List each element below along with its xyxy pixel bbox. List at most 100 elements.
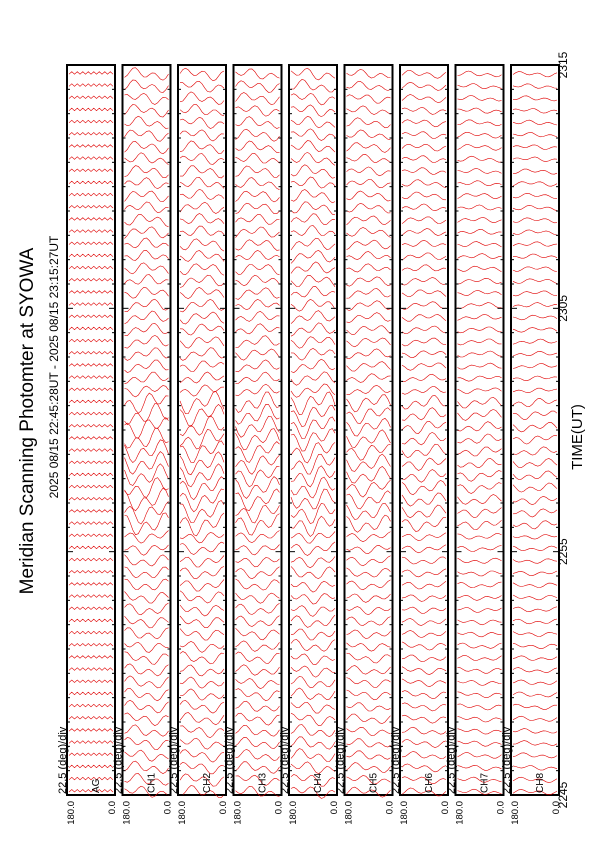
scan-trace <box>68 460 114 464</box>
scan-trace <box>457 326 502 334</box>
scan-trace <box>179 604 225 617</box>
scan-trace <box>179 201 225 214</box>
scan-trace <box>512 655 558 661</box>
scan-trace <box>68 132 114 136</box>
scan-trace <box>124 785 169 798</box>
scan-trace <box>290 531 336 544</box>
scan-trace <box>457 570 502 577</box>
scan-trace <box>512 715 558 722</box>
scan-trace <box>290 115 336 129</box>
scan-trace <box>457 607 502 613</box>
scan-trace <box>179 532 225 544</box>
scan-trace <box>290 593 336 605</box>
scan-trace <box>346 606 391 616</box>
scan-trace <box>346 567 391 578</box>
scan-trace <box>346 239 391 250</box>
panel-traces <box>290 67 336 799</box>
scan-trace <box>235 226 280 238</box>
scan-trace <box>68 156 114 160</box>
scan-trace <box>401 469 447 483</box>
scan-trace <box>401 532 447 542</box>
scan-trace <box>290 128 336 141</box>
scan-trace <box>179 773 225 787</box>
scan-trace <box>179 488 225 513</box>
scan-trace <box>512 192 558 199</box>
scan-trace <box>346 251 391 260</box>
scan-trace <box>68 241 114 245</box>
scan-trace <box>68 764 114 769</box>
panel-ybottom-label: 0.0 <box>274 801 285 814</box>
scan-trace <box>235 530 280 544</box>
scan-trace <box>457 642 502 649</box>
scan-trace <box>457 119 502 127</box>
panel-ch5: 180.0 0.0 CH5 22.5 (deg)/div <box>335 64 396 825</box>
x-tick-label-2315: 2315 <box>556 51 570 78</box>
scan-trace <box>68 606 114 610</box>
scan-trace <box>179 116 225 129</box>
scan-trace <box>457 776 502 783</box>
scan-trace <box>346 665 391 675</box>
scan-trace <box>290 104 336 118</box>
scan-trace <box>401 457 447 471</box>
scan-trace <box>235 415 280 438</box>
scan-trace <box>512 606 558 613</box>
scan-trace <box>179 360 225 372</box>
scan-trace <box>512 327 558 333</box>
panel-traces <box>401 69 447 797</box>
scan-trace <box>68 484 114 489</box>
scan-trace <box>346 479 391 498</box>
scan-trace <box>68 375 114 379</box>
panel-frame <box>232 64 283 796</box>
scan-trace <box>346 69 391 79</box>
panel-ticks <box>511 64 559 796</box>
scan-trace <box>512 631 558 637</box>
scan-trace <box>290 322 336 337</box>
scan-trace <box>235 640 280 652</box>
panel-ybottom-label: 0.0 <box>385 801 396 814</box>
scan-trace <box>290 687 336 701</box>
scan-trace <box>457 350 502 358</box>
panel-ch1: 180.0 0.0 CH1 22.5 (deg)/div <box>113 64 174 825</box>
scan-trace <box>401 581 447 590</box>
scan-trace <box>290 67 336 81</box>
panel-traces <box>512 71 558 796</box>
scan-trace <box>124 675 169 689</box>
scan-trace <box>68 728 114 732</box>
scan-trace <box>512 520 558 530</box>
scan-trace <box>68 83 114 87</box>
scan-trace <box>235 513 280 536</box>
scan-trace <box>235 68 280 80</box>
scan-trace <box>179 566 225 580</box>
scan-trace <box>124 347 169 361</box>
scan-trace <box>68 387 114 391</box>
panel-ybottom-label: 0.0 <box>163 801 174 814</box>
scan-trace <box>457 740 502 747</box>
scan-trace <box>124 371 169 384</box>
scan-trace <box>235 274 280 287</box>
scan-trace <box>124 591 169 604</box>
scan-trace <box>124 530 169 544</box>
scan-trace <box>401 252 447 261</box>
panel-ytop-label: 180.0 <box>288 801 299 825</box>
scan-trace <box>401 544 447 554</box>
scan-trace <box>512 290 558 297</box>
scan-trace <box>346 466 391 484</box>
scan-trace <box>235 488 280 511</box>
panel-channel-label: CH2 <box>202 773 213 793</box>
scan-trace <box>401 203 447 212</box>
scan-trace <box>179 323 225 336</box>
panel-ytop-label: 180.0 <box>510 801 521 825</box>
scan-trace <box>235 202 280 214</box>
scan-trace <box>179 664 225 677</box>
scan-trace <box>290 261 336 274</box>
scan-trace <box>401 431 447 446</box>
scan-trace <box>512 375 558 382</box>
scan-trace <box>68 557 114 562</box>
scan-trace <box>68 594 114 598</box>
scan-trace <box>179 440 225 463</box>
panel-channel-label: CH7 <box>480 773 491 793</box>
scan-trace <box>512 534 558 540</box>
scan-trace <box>346 384 391 396</box>
scan-trace <box>401 228 447 236</box>
scan-trace <box>68 789 114 793</box>
